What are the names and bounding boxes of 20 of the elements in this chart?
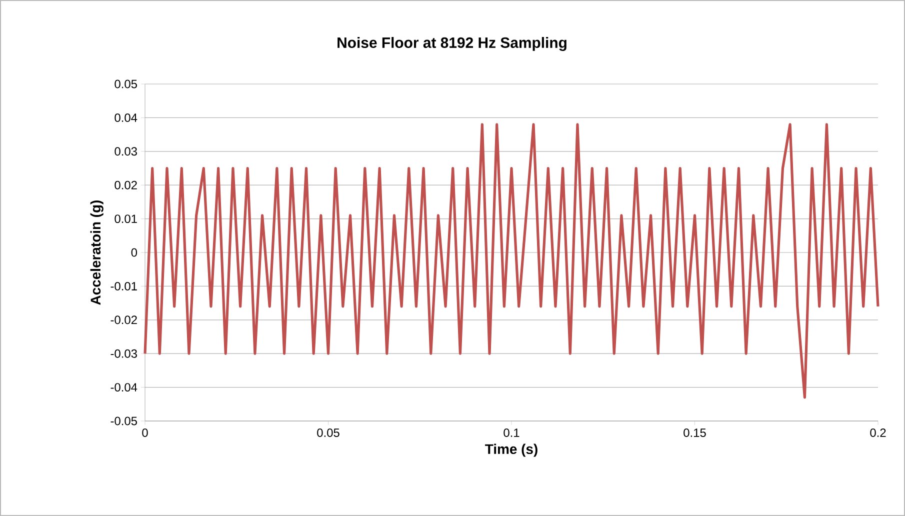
y-tick-label: -0.04: [110, 383, 138, 392]
y-tick-label: 0.01: [114, 214, 137, 224]
line-series: [144, 123, 880, 399]
x-tick-label: 0.2: [870, 428, 886, 437]
x-tick-label: 0.15: [684, 428, 706, 437]
y-tick-label: -0.01: [110, 282, 137, 290]
y-tick-label: 0.05: [114, 80, 137, 88]
y-tick-label: -0.02: [110, 316, 137, 324]
x-tick-label: 0.05: [317, 428, 340, 437]
y-tick-label: -0.03: [110, 349, 137, 358]
y-tick-label: 0.02: [114, 180, 137, 190]
x-tick-label: 0.1: [504, 428, 520, 437]
x-axis-title: Time (s): [485, 444, 538, 457]
x-tick-label: 0: [142, 428, 148, 437]
y-axis-title: Acceleratoin (g): [90, 200, 104, 305]
y-tick-label: 0: [131, 248, 138, 257]
y-tick-label: 0.04: [114, 113, 138, 122]
y-tick-label: 0.03: [114, 147, 137, 156]
chart-title: Noise Floor at 8192 Hz Sampling: [338, 36, 566, 51]
y-tick-label: -0.05: [110, 416, 137, 426]
